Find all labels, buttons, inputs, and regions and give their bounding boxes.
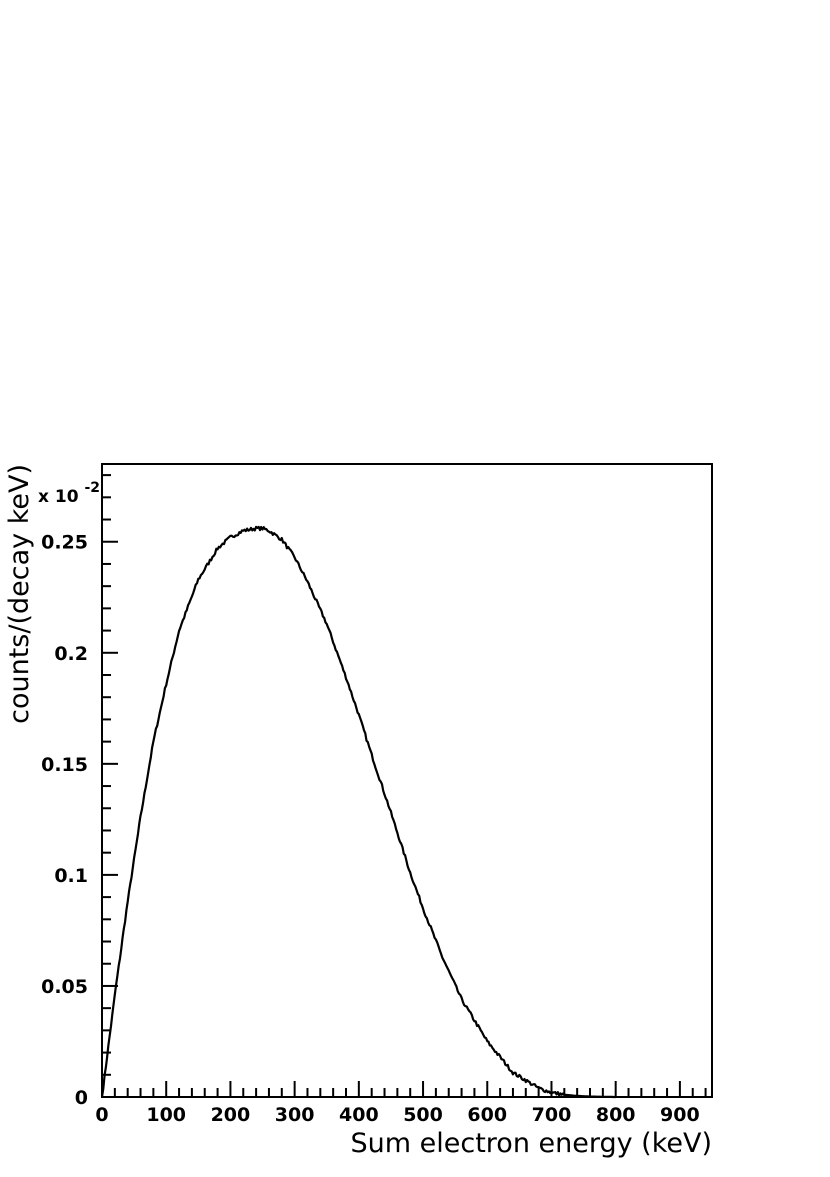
y-tick-label: 0.05 [41, 976, 88, 998]
y-multiplier-exponent: -2 [84, 480, 100, 496]
y-tick-label: 0.25 [41, 532, 88, 554]
x-tick-label: 100 [146, 1104, 186, 1126]
x-tick-label: 500 [403, 1104, 443, 1126]
x-tick-label: 700 [532, 1104, 572, 1126]
y-multiplier-base: x 10 [38, 487, 79, 507]
y-tick-label: 0.2 [54, 643, 88, 665]
x-tick-label: 0 [95, 1104, 108, 1126]
x-axis-title: Sum electron energy (keV) [351, 1128, 713, 1159]
x-tick-label: 300 [275, 1104, 315, 1126]
x-tick-label: 900 [660, 1104, 700, 1126]
y-multiplier-label: x 10 -2 [38, 480, 100, 507]
plot-frame [101, 463, 713, 1098]
y-tick-label: 0.1 [54, 865, 88, 887]
x-tick-label: 600 [467, 1104, 507, 1126]
x-tick-label: 200 [211, 1104, 251, 1126]
y-axis: 0 0.05 0.1 0.15 0.2 0.25 [41, 474, 118, 1109]
x-tick-label: 400 [339, 1104, 379, 1126]
y-tick-label: 0.15 [41, 754, 88, 776]
x-tick-label: 800 [596, 1104, 636, 1126]
x-axis: 0 100 200 300 400 500 600 700 800 900 [95, 1081, 707, 1126]
y-tick-label: 0 [75, 1087, 88, 1109]
series-line [100, 525, 616, 1099]
y-axis-title: counts/(decay keV) [4, 464, 35, 724]
